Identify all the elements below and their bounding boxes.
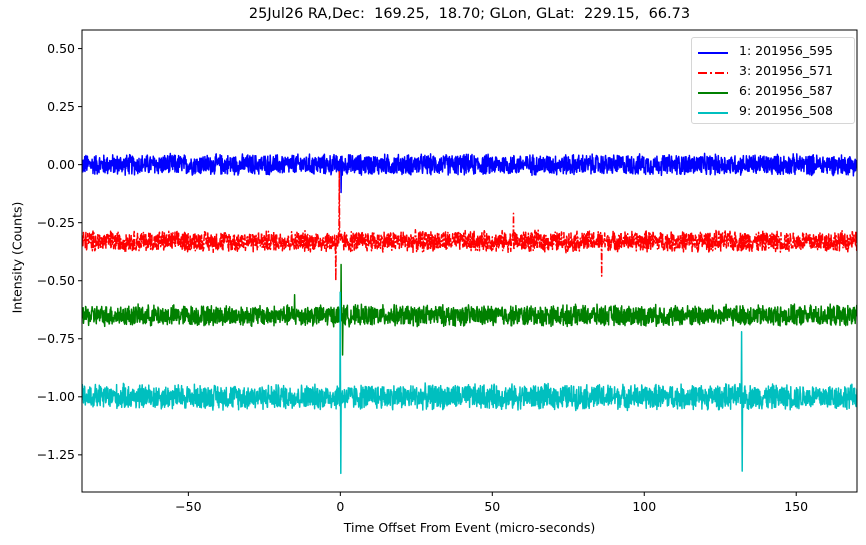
series-line (82, 152, 857, 194)
legend-item: 1: 201956_595 (692, 41, 854, 61)
series-line (82, 170, 857, 282)
legend-label: 9: 201956_508 (739, 103, 833, 118)
legend-label: 3: 201956_571 (739, 63, 833, 78)
legend-item: 3: 201956_571 (692, 61, 854, 81)
y-tick-label: −0.50 (36, 272, 75, 288)
x-tick-label: 50 (484, 499, 501, 514)
x-tick-label: 0 (336, 499, 345, 514)
legend: 1: 201956_595 3: 201956_571 6: 201956_58… (691, 37, 855, 124)
y-tick-label: −0.25 (36, 214, 75, 230)
axes-frame (81, 29, 858, 493)
legend-line-solid-icon (698, 112, 728, 114)
legend-line-solid-icon (698, 52, 728, 54)
y-tick-label: 0.50 (47, 40, 75, 56)
series-line (82, 263, 857, 356)
x-tick-label: 150 (784, 499, 809, 514)
legend-label: 6: 201956_587 (739, 83, 833, 98)
legend-line-solid-icon (698, 92, 728, 94)
x-tick-label: −50 (175, 499, 202, 514)
series-line (82, 291, 857, 475)
y-tick-label: 0.25 (47, 98, 75, 114)
y-axis-label: Intensity (Counts) (9, 201, 25, 314)
x-tick-label: 100 (632, 499, 657, 514)
y-tick-label: 0.00 (47, 156, 75, 172)
legend-item: 9: 201956_508 (692, 101, 854, 121)
chart-title: 25Jul26 RA,Dec: 169.25, 18.70; GLon, GLa… (248, 6, 691, 22)
legend-label: 1: 201956_595 (739, 43, 833, 58)
y-tick-label: −1.00 (36, 388, 75, 404)
y-tick-label: −1.25 (36, 446, 75, 462)
x-axis-label: Time Offset From Event (micro-seconds) (343, 520, 596, 535)
legend-line-dashdot-icon (698, 72, 728, 74)
y-tick-label: −0.75 (36, 330, 75, 346)
legend-item: 6: 201956_587 (692, 81, 854, 101)
